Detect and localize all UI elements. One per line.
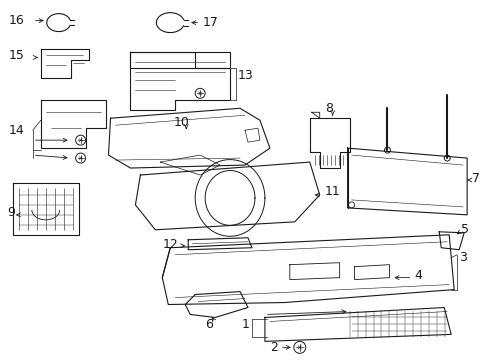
Text: 9: 9	[7, 206, 15, 219]
Text: 2: 2	[269, 341, 277, 354]
Text: 12: 12	[162, 238, 178, 251]
Text: 11: 11	[324, 185, 340, 198]
Text: 5: 5	[460, 223, 468, 236]
Text: 3: 3	[458, 251, 466, 264]
Text: 15: 15	[9, 49, 25, 62]
Text: 1: 1	[242, 318, 249, 331]
Text: 14: 14	[9, 124, 24, 137]
Text: 7: 7	[471, 171, 479, 185]
Text: 13: 13	[238, 69, 253, 82]
Text: 8: 8	[324, 102, 332, 115]
Text: 6: 6	[205, 318, 213, 331]
Text: 16: 16	[9, 14, 24, 27]
Text: 10: 10	[173, 116, 189, 129]
Text: 4: 4	[413, 269, 421, 282]
Text: 17: 17	[203, 16, 219, 29]
